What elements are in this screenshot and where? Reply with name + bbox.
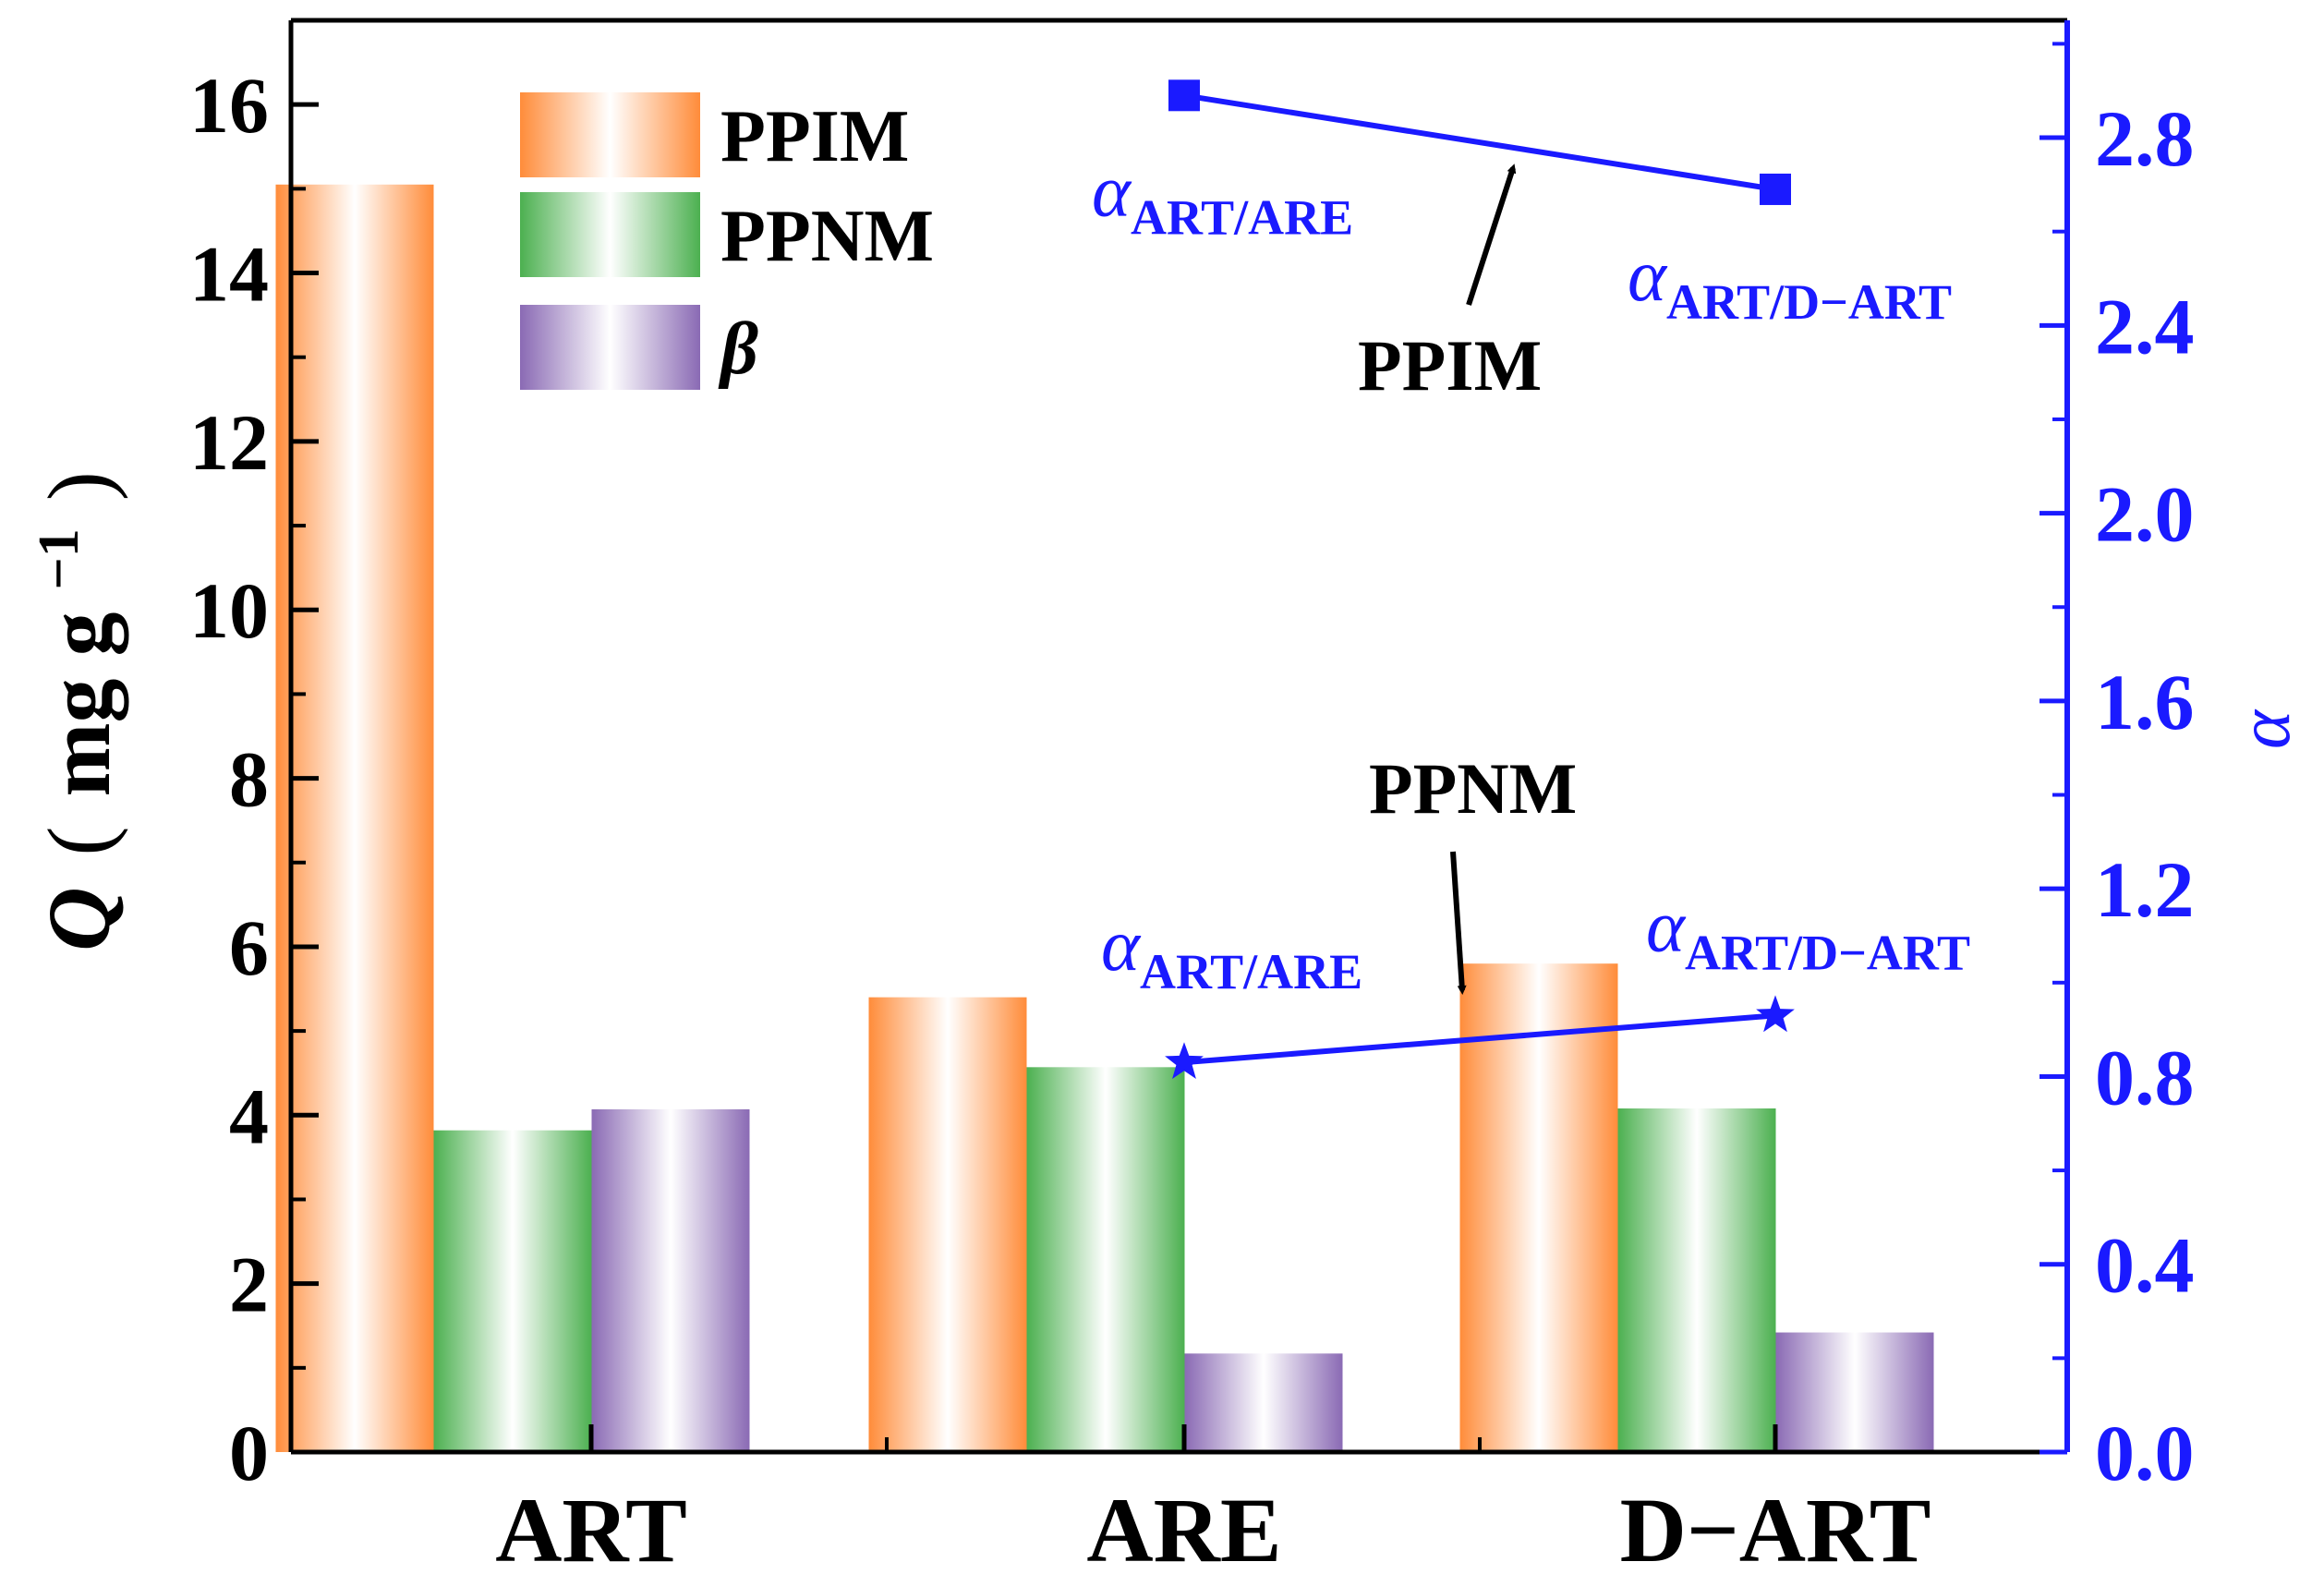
alpha-line-ppnm (1183, 1012, 1776, 1066)
alpha-lines-layer (1165, 79, 1795, 1079)
y2-tick-label-0-4: 0.4 (2095, 1221, 2195, 1310)
alpha-label-subscript: ART/ARE (1131, 189, 1353, 245)
y2-tick-label-2-4: 2.4 (2095, 282, 2195, 370)
bar-beta-are (1184, 1353, 1343, 1452)
y2-tick-label-0-0: 0.0 (2095, 1409, 2195, 1497)
alpha-point-ppnm-d-art (1756, 995, 1795, 1033)
annotation-ppim-arrow (1466, 163, 1517, 306)
legend-swatch-beta (520, 305, 700, 390)
x-tick-label-art: ART (495, 1479, 687, 1581)
labels-layer: 0 2 4 6 8 10 12 14 16 0.0 0.4 0.8 1.2 1.6 2.0 2.4 2.8 ART… (189, 61, 2195, 1581)
y-tick-label-10: 10 (189, 566, 269, 655)
alpha-label-ppim-d-art: αART/D−ART (1628, 236, 1952, 330)
alpha-label-subscript: ART/D−ART (1685, 925, 1970, 980)
bar-ppnm-d-art (1617, 1108, 1776, 1452)
y-axis-title-open: ( (30, 826, 128, 855)
alpha-line-ppim (1183, 92, 1776, 192)
y-tick-label-8: 8 (229, 735, 269, 824)
annotation-ppnm: PPNM (1369, 748, 1577, 829)
bars-layer (275, 184, 1934, 1453)
y2-axis-title: α (2224, 708, 2306, 749)
alpha-label-symbol: α (1101, 905, 1142, 987)
alpha-label-subscript: ART/ARE (1140, 944, 1362, 999)
legend-swatch-ppim (520, 92, 700, 177)
y2-tick-label-2-8: 2.8 (2095, 94, 2195, 183)
alpha-label-symbol: α (1092, 151, 1132, 232)
bar-ppnm-art (433, 1130, 592, 1452)
annotation-ppnm-arrow (1450, 851, 1467, 995)
y2-tick-label-1-6: 1.6 (2095, 658, 2195, 746)
y-axis-title-close: ) (30, 471, 128, 501)
axes-layer (288, 18, 2070, 1455)
annotation-ppim: PPIM (1358, 325, 1542, 406)
legend: PPIM PPNM β (520, 92, 934, 390)
y-tick-label-2: 2 (229, 1241, 269, 1329)
y2-tick-label-0-8: 0.8 (2095, 1033, 2195, 1121)
legend-label-ppim: PPIM (720, 96, 909, 177)
y-axis-title-unit: mg g (30, 612, 128, 797)
x-tick-label-d-art: D−ART (1620, 1479, 1931, 1581)
alpha-label-symbol: α (1628, 236, 1668, 317)
y-tick-label-4: 4 (229, 1071, 269, 1160)
y-tick-label-16: 16 (189, 61, 269, 150)
alpha-point-ppim-are (1168, 79, 1200, 112)
y-tick-label-6: 6 (229, 903, 269, 992)
alpha-label-symbol: α (1646, 886, 1687, 967)
alpha-point-ppnm-are (1165, 1042, 1204, 1079)
alpha-label-ppnm-are: αART/ARE (1101, 905, 1362, 999)
bar-ppim-d-art (1459, 963, 1618, 1452)
alpha-point-ppim-d-art (1760, 173, 1791, 205)
y-axis-title-exp: −1 (28, 528, 91, 589)
legend-label-ppnm: PPNM (720, 196, 934, 277)
alpha-label-ppnm-d-art: αART/D−ART (1646, 886, 1970, 980)
legend-swatch-ppnm (520, 192, 700, 277)
x-tick-label-are: ARE (1086, 1479, 1281, 1581)
alpha-label-subscript: ART/D−ART (1666, 274, 1952, 330)
y-axis-title-symbol: Q (30, 887, 128, 950)
annotations: PPIM PPNM (1358, 163, 1577, 995)
y-tick-label-12: 12 (189, 398, 269, 487)
y-axis-title: Q ( mg g −1 ) (0, 471, 128, 951)
legend-label-beta: β (718, 309, 758, 390)
y2-tick-label-2-0: 2.0 (2095, 470, 2195, 559)
y-tick-label-0: 0 (229, 1409, 269, 1497)
y2-tick-label-1-2: 1.2 (2095, 845, 2195, 934)
bar-ppnm-are (1026, 1067, 1185, 1452)
svg-text:Q ( mg g −1: Q ( mg g −1 ) (0, 471, 128, 951)
y-tick-label-14: 14 (189, 230, 269, 319)
bar-ppim-are (868, 997, 1027, 1452)
bar-beta-d-art (1775, 1332, 1934, 1452)
bar-ppim-art (275, 184, 434, 1453)
alpha-label-ppim-are: αART/ARE (1092, 151, 1353, 245)
bar-beta-art (591, 1108, 750, 1452)
